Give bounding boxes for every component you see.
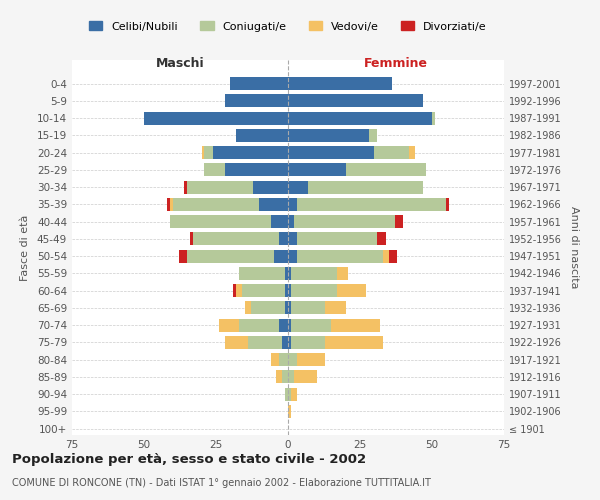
Bar: [288, 370, 294, 384]
Bar: [280, 318, 288, 332]
Bar: [331, 318, 380, 332]
Bar: [184, 180, 187, 194]
Bar: [224, 94, 288, 108]
Bar: [219, 318, 239, 332]
Bar: [288, 284, 291, 297]
Bar: [395, 215, 403, 228]
Bar: [173, 198, 259, 211]
Bar: [170, 198, 173, 211]
Bar: [224, 164, 288, 176]
Bar: [288, 232, 296, 245]
Bar: [236, 284, 242, 297]
Bar: [285, 302, 288, 314]
Bar: [346, 164, 426, 176]
Bar: [167, 198, 170, 211]
Legend: Celibi/Nubili, Coniugati/e, Vedovi/e, Divorziati/e: Celibi/Nubili, Coniugati/e, Vedovi/e, Di…: [85, 17, 491, 36]
Bar: [236, 129, 288, 142]
Bar: [291, 336, 325, 349]
Bar: [383, 250, 389, 262]
Bar: [409, 146, 415, 159]
Bar: [308, 180, 424, 194]
Bar: [202, 146, 205, 159]
Bar: [291, 267, 337, 280]
Bar: [288, 94, 424, 108]
Bar: [291, 388, 296, 400]
Bar: [325, 336, 383, 349]
Text: COMUNE DI RONCONE (TN) - Dati ISTAT 1° gennaio 2002 - Elaborazione TUTTITALIA.IT: COMUNE DI RONCONE (TN) - Dati ISTAT 1° g…: [12, 478, 431, 488]
Bar: [288, 164, 346, 176]
Bar: [288, 405, 291, 418]
Bar: [337, 284, 366, 297]
Bar: [271, 353, 280, 366]
Bar: [187, 250, 274, 262]
Bar: [251, 302, 285, 314]
Bar: [288, 353, 296, 366]
Bar: [288, 336, 291, 349]
Bar: [285, 267, 288, 280]
Bar: [245, 302, 251, 314]
Bar: [337, 267, 349, 280]
Bar: [294, 370, 317, 384]
Bar: [282, 370, 288, 384]
Bar: [374, 146, 409, 159]
Y-axis label: Fasce di età: Fasce di età: [20, 214, 30, 280]
Bar: [288, 318, 291, 332]
Bar: [239, 318, 280, 332]
Bar: [291, 302, 325, 314]
Bar: [205, 146, 213, 159]
Bar: [224, 336, 248, 349]
Bar: [288, 302, 291, 314]
Bar: [288, 250, 296, 262]
Text: Maschi: Maschi: [155, 56, 205, 70]
Bar: [288, 388, 291, 400]
Bar: [253, 180, 288, 194]
Bar: [233, 284, 236, 297]
Bar: [193, 232, 280, 245]
Bar: [277, 370, 282, 384]
Bar: [280, 232, 288, 245]
Bar: [288, 146, 374, 159]
Bar: [230, 77, 288, 90]
Y-axis label: Anni di nascita: Anni di nascita: [569, 206, 578, 289]
Bar: [368, 129, 377, 142]
Bar: [291, 318, 331, 332]
Bar: [288, 77, 392, 90]
Bar: [296, 198, 446, 211]
Bar: [288, 267, 291, 280]
Bar: [170, 215, 271, 228]
Bar: [288, 180, 308, 194]
Bar: [274, 250, 288, 262]
Bar: [187, 180, 253, 194]
Bar: [288, 215, 294, 228]
Bar: [213, 146, 288, 159]
Bar: [285, 284, 288, 297]
Bar: [288, 129, 368, 142]
Bar: [296, 232, 377, 245]
Bar: [296, 353, 325, 366]
Bar: [288, 112, 432, 124]
Bar: [291, 284, 337, 297]
Bar: [280, 353, 288, 366]
Bar: [282, 336, 288, 349]
Bar: [389, 250, 397, 262]
Bar: [242, 284, 285, 297]
Text: Popolazione per età, sesso e stato civile - 2002: Popolazione per età, sesso e stato civil…: [12, 452, 366, 466]
Bar: [325, 302, 346, 314]
Bar: [285, 388, 288, 400]
Bar: [190, 232, 193, 245]
Bar: [144, 112, 288, 124]
Bar: [288, 198, 296, 211]
Bar: [239, 267, 285, 280]
Bar: [205, 164, 224, 176]
Bar: [294, 215, 395, 228]
Bar: [271, 215, 288, 228]
Bar: [432, 112, 435, 124]
Bar: [259, 198, 288, 211]
Bar: [446, 198, 449, 211]
Text: Femmine: Femmine: [364, 56, 428, 70]
Bar: [296, 250, 383, 262]
Bar: [248, 336, 282, 349]
Bar: [377, 232, 386, 245]
Bar: [179, 250, 187, 262]
